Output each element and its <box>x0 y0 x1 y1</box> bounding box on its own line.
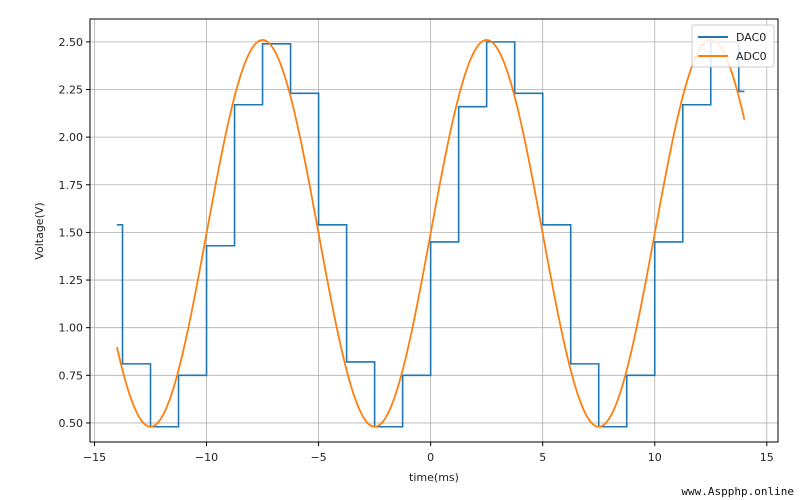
plot-background <box>90 19 778 442</box>
x-tick-label: −5 <box>310 451 326 464</box>
x-tick-label: 5 <box>539 451 546 464</box>
series-dac0-line <box>116 41 745 428</box>
watermark: www.Aspphp.online <box>681 485 794 498</box>
y-tick-label: 0.50 <box>59 417 84 430</box>
y-tick-label: 1.75 <box>59 179 84 192</box>
y-tick-label: 2.50 <box>59 36 84 49</box>
y-tick-label: 0.75 <box>59 369 84 382</box>
x-tick-label: 15 <box>760 451 774 464</box>
legend: DAC0 ADC0 <box>691 24 775 68</box>
y-ticks: 0.50 0.75 1.00 1.25 1.50 1.75 2.00 2.25 2.50 <box>59 36 90 430</box>
x-tick-label: −10 <box>195 451 218 464</box>
x-ticks: −15 −10 −5 0 5 10 15 <box>83 442 774 464</box>
x-axis-label: time(ms) <box>409 471 459 484</box>
legend-label-adc0: ADC0 <box>736 50 767 63</box>
y-tick-label: 2.00 <box>59 131 84 144</box>
y-axis-label: Voltage(V) <box>33 202 46 259</box>
y-tick-label: 1.50 <box>59 226 84 239</box>
x-tick-label: −15 <box>83 451 106 464</box>
x-tick-label: 0 <box>427 451 434 464</box>
y-tick-label: 1.25 <box>59 274 84 287</box>
series-adc0-line <box>116 39 746 428</box>
legend-label-dac0: DAC0 <box>736 31 766 44</box>
plot-frame <box>89 18 779 443</box>
y-tick-label: 1.00 <box>59 322 84 335</box>
series-layer <box>116 39 746 428</box>
x-tick-label: 10 <box>648 451 662 464</box>
y-tick-label: 2.25 <box>59 84 84 97</box>
